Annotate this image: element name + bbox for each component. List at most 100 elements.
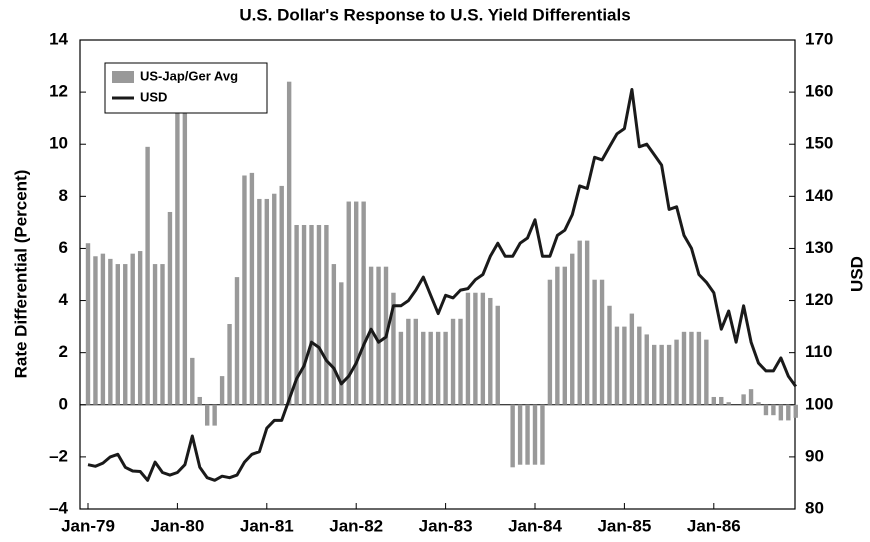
bar [376, 267, 380, 405]
bar [481, 293, 485, 405]
bar [145, 147, 149, 405]
bar [659, 345, 663, 405]
y2-tick-label: 120 [805, 290, 833, 309]
y2-tick-label: 170 [805, 29, 833, 48]
y2-tick-label: 110 [805, 342, 832, 361]
y2-axis-label: USD [847, 256, 866, 292]
bar [555, 267, 559, 405]
x-tick-label: Jan-82 [329, 516, 383, 535]
bar [615, 327, 619, 405]
bar [235, 277, 239, 405]
bar [265, 199, 269, 405]
bar [496, 306, 500, 405]
bar [272, 194, 276, 405]
chart-title: U.S. Dollar's Response to U.S. Yield Dif… [239, 5, 630, 24]
bar [443, 332, 447, 405]
x-tick-label: Jan-86 [687, 516, 741, 535]
bar [205, 405, 209, 426]
bar [429, 332, 433, 405]
bar [280, 186, 284, 405]
bar [682, 332, 686, 405]
bar [175, 105, 179, 405]
bar [600, 280, 604, 405]
x-tick-label: Jan-80 [150, 516, 204, 535]
bar [212, 405, 216, 426]
bar [473, 293, 477, 405]
bar [309, 225, 313, 405]
bar [622, 327, 626, 405]
bar [585, 241, 589, 405]
legend-label: US-Jap/Ger Avg [140, 68, 238, 83]
bar [436, 332, 440, 405]
y-tick-label: –4 [49, 498, 68, 517]
bar [153, 264, 157, 405]
bar [183, 66, 187, 405]
y2-tick-label: 80 [805, 498, 824, 517]
page: {"chart_data": {"type": "bar-line", "tit… [0, 0, 870, 542]
bar [227, 324, 231, 405]
bar [637, 327, 641, 405]
x-tick-label: Jan-85 [597, 516, 651, 535]
bar [354, 202, 358, 405]
bar [242, 175, 246, 404]
x-tick-label: Jan-84 [508, 516, 562, 535]
bar [101, 254, 105, 405]
bar [540, 405, 544, 465]
y2-tick-label: 100 [805, 394, 833, 413]
bar [138, 251, 142, 405]
y-tick-label: 0 [59, 394, 68, 413]
bar [689, 332, 693, 405]
bar [630, 314, 634, 405]
bar [697, 332, 701, 405]
y-axis-label: Rate Differential (Percent) [11, 170, 30, 379]
bar [704, 340, 708, 405]
y-tick-label: 4 [59, 290, 69, 309]
y2-tick-label: 150 [805, 134, 833, 153]
bar [771, 405, 775, 415]
y2-tick-label: 160 [805, 82, 833, 101]
legend-swatch [112, 71, 134, 83]
bar [764, 405, 768, 415]
bar [160, 264, 164, 405]
bar [652, 345, 656, 405]
bar [302, 225, 306, 405]
bar [645, 334, 649, 404]
legend-label: USD [140, 89, 167, 104]
line [88, 90, 796, 481]
bar [421, 332, 425, 405]
bar [86, 243, 90, 405]
bar [220, 376, 224, 405]
bar [518, 405, 522, 465]
bar [667, 345, 671, 405]
bar [168, 212, 172, 405]
bar [324, 225, 328, 405]
chart: U.S. Dollar's Response to U.S. Yield Dif… [0, 0, 870, 537]
y-tick-label: 10 [49, 134, 68, 153]
bar [712, 397, 716, 405]
bar [406, 319, 410, 405]
bar [674, 340, 678, 405]
bar [741, 394, 745, 404]
bar [570, 254, 574, 405]
bar [510, 405, 514, 468]
bar [756, 402, 760, 405]
bar [727, 402, 731, 405]
bar [563, 267, 567, 405]
bar [399, 332, 403, 405]
bar [451, 319, 455, 405]
x-tick-label: Jan-79 [61, 516, 115, 535]
bar [607, 306, 611, 405]
bar [779, 405, 783, 421]
bar [578, 241, 582, 405]
bar [131, 254, 135, 405]
bar [458, 319, 462, 405]
x-tick-label: Jan-81 [240, 516, 294, 535]
bar [592, 280, 596, 405]
bar [93, 256, 97, 405]
bar [123, 264, 127, 405]
bar [332, 264, 336, 405]
bar [525, 405, 529, 465]
y-tick-label: 12 [49, 82, 68, 101]
bar [786, 405, 790, 421]
bar [339, 282, 343, 404]
